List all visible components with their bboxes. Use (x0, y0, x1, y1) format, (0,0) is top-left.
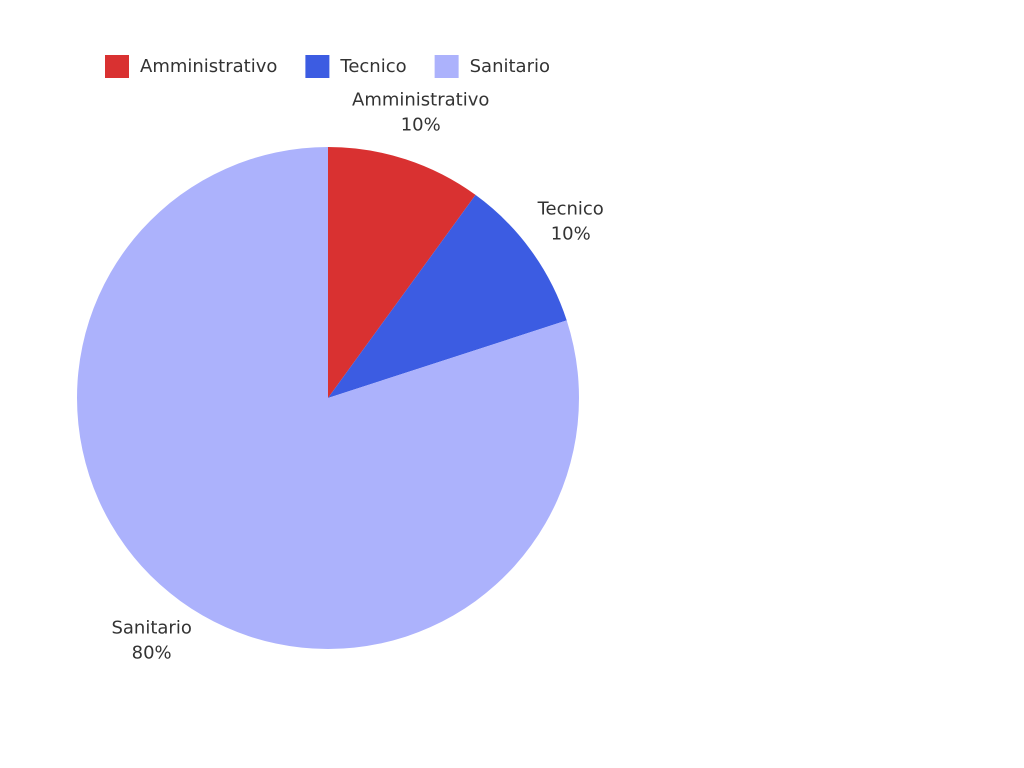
legend-swatch (434, 55, 459, 78)
pie-slice (77, 147, 579, 649)
slice-label: Tecnico (537, 199, 604, 220)
legend-label: Amministrativo (140, 56, 277, 77)
slice-value-label: 80% (132, 643, 172, 664)
slice-label: Sanitario (111, 618, 191, 639)
legend-label: Sanitario (470, 56, 550, 77)
pie-slice (328, 147, 476, 398)
legend-label: Tecnico (339, 56, 406, 77)
pie-slice (328, 194, 567, 398)
slice-value-label: 10% (401, 115, 441, 136)
legend-swatch (105, 55, 129, 78)
slice-label: Amministrativo (352, 90, 489, 111)
legend-swatch (305, 55, 330, 78)
slice-value-label: 10% (551, 224, 591, 245)
